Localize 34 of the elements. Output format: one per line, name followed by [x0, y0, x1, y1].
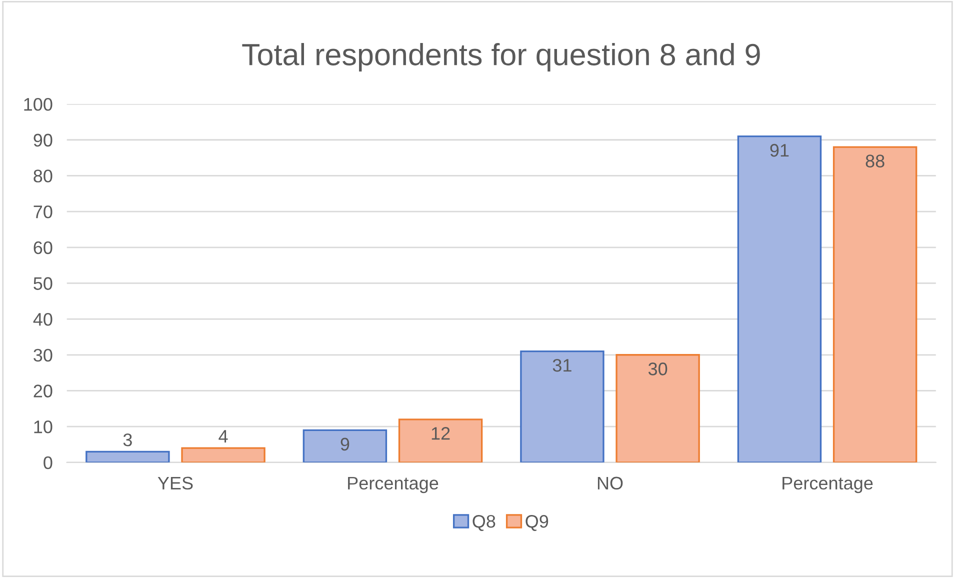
bar — [832, 146, 918, 462]
bar — [181, 447, 266, 462]
data-label: 91 — [770, 144, 789, 157]
bar — [398, 418, 483, 462]
y-tick-label: 20 — [34, 384, 52, 398]
bar — [302, 429, 388, 462]
y-tick-label: 30 — [34, 348, 52, 362]
y-tick-label: 100 — [24, 98, 52, 111]
y-tick-label: 50 — [34, 277, 52, 290]
data-label: 88 — [866, 154, 884, 168]
y-tick-label: 10 — [34, 420, 52, 434]
x-tick-label: YES — [158, 476, 193, 490]
x-tick-label: Percentage — [348, 476, 438, 494]
data-label: 4 — [218, 430, 228, 443]
data-label: 9 — [340, 438, 350, 451]
y-tick-label: 70 — [34, 205, 52, 218]
bar — [737, 135, 822, 462]
bar — [616, 354, 700, 462]
data-label: 30 — [648, 362, 668, 376]
y-tick-label: 90 — [34, 134, 52, 147]
data-label: 31 — [552, 358, 572, 372]
y-tick-label: 80 — [34, 170, 52, 182]
legend-label: Q9 — [526, 514, 548, 531]
x-tick-label: NO — [598, 476, 623, 490]
y-tick-label: 0 — [44, 456, 52, 470]
data-label: 3 — [123, 434, 132, 446]
legend-label: Q8 — [472, 514, 496, 531]
chart-title: Total respondents for question 8 and 9 — [242, 43, 760, 72]
bar — [86, 450, 170, 462]
data-label: 12 — [432, 427, 450, 440]
x-tick-label: Percentage — [782, 476, 873, 494]
y-tick-label: 60 — [34, 241, 52, 254]
y-tick-label: 40 — [33, 312, 52, 326]
bar — [520, 350, 604, 462]
